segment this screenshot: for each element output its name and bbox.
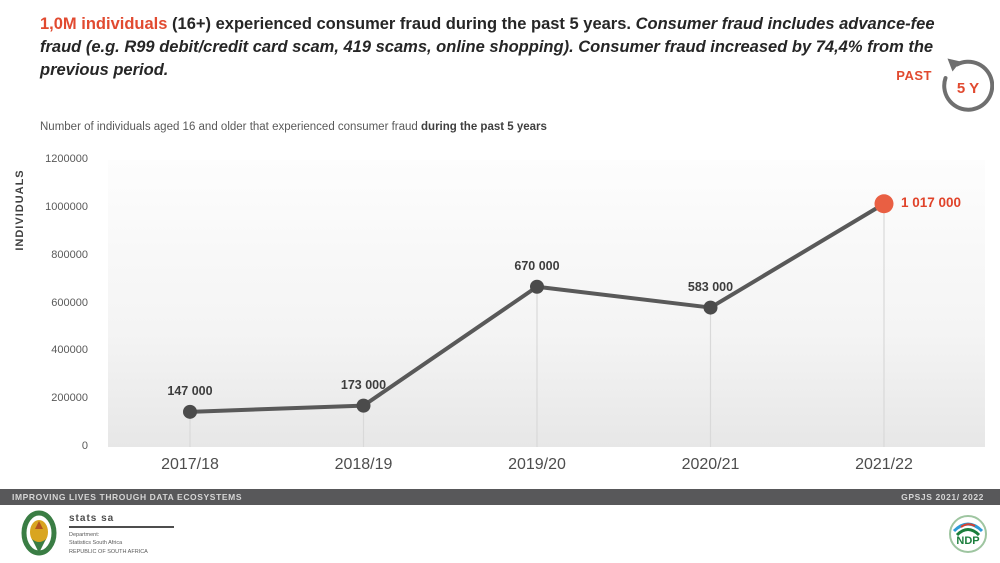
data-point-value: 583 000: [687, 279, 734, 294]
y-tick-label: 400000: [51, 344, 88, 357]
stats-sa-dept-line2: Statistics South Africa: [69, 540, 123, 547]
stats-sa-dept-line1: Department:: [69, 532, 100, 538]
past-5-years-cycle-icon: [942, 58, 994, 112]
ndp-logo-icon: NDP: [949, 515, 987, 553]
x-axis-label: 2020/21: [681, 456, 740, 473]
data-point-value: 1 017 000: [901, 194, 962, 210]
line-series: [183, 194, 894, 447]
y-tick-label: 200000: [51, 392, 88, 405]
data-point: [183, 404, 197, 419]
chart-subtitle: Number of individuals aged 16 and older …: [40, 121, 800, 133]
stats-sa-dept-line3: REPUBLIC OF SOUTH AFRICA: [69, 548, 148, 555]
data-point-value: 670 000: [514, 258, 560, 273]
plot-area: [108, 160, 985, 447]
chart-subtitle-text: Number of individuals aged 16 and older …: [40, 121, 422, 133]
footer-bar: IMPROVING LIVES THROUGH DATA ECOSYSTEMS …: [0, 489, 1000, 505]
y-tick-label: 1200000: [45, 153, 88, 165]
y-tick-label: 0: [81, 440, 88, 452]
title-main: (16+) experienced consumer fraud during …: [167, 15, 636, 33]
data-point: [874, 194, 894, 214]
chart-subtitle-bold: during the past 5 years: [421, 121, 547, 133]
sa-coat-of-arms-icon: [21, 510, 57, 556]
logo-strip: stats sa Department: Statistics South Af…: [0, 505, 1000, 563]
y-tick-label: 1000000: [45, 200, 88, 213]
y-tick-label: 800000: [51, 248, 88, 261]
x-axis-label: 2019/20: [508, 456, 566, 473]
past-years-value: 5 Y: [956, 80, 980, 97]
stats-sa-logo: stats sa Department: Statistics South Af…: [18, 509, 174, 557]
data-point-value: 147 000: [167, 383, 213, 398]
data-point: [530, 279, 544, 294]
footer-slogan: IMPROVING LIVES THROUGH DATA ECOSYSTEMS: [12, 492, 243, 502]
footer-source: GPSJS 2021/ 2022: [901, 492, 984, 502]
stats-sa-rule: [69, 526, 174, 528]
x-axis-label: 2021/22: [855, 456, 913, 473]
data-point: [356, 398, 371, 413]
x-axis-label: 2018/19: [334, 456, 393, 473]
stats-sa-wordmark: stats sa Department: Statistics South Af…: [69, 509, 174, 557]
title-detail: Consumer fraud includes advance-fee frau…: [40, 15, 935, 79]
past-label: PAST: [896, 68, 932, 83]
stats-sa-name: stats sa: [69, 513, 115, 524]
title-highlight: 1,0M individuals: [40, 15, 168, 33]
data-point-value: 173 000: [340, 377, 387, 392]
y-tick-label: 600000: [51, 296, 88, 309]
page-title: 1,0M individuals (16+) experienced consu…: [40, 13, 940, 81]
svg-text:NDP: NDP: [956, 535, 979, 547]
x-axis-label: 2017/18: [161, 456, 219, 473]
data-point: [703, 300, 718, 315]
